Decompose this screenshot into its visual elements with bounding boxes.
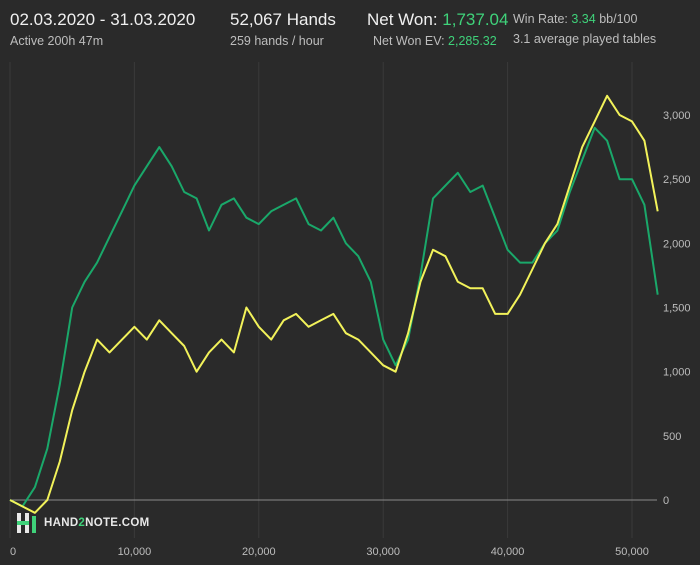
active-time: Active 200h 47m — [10, 34, 104, 48]
stats-header: 02.03.2020 - 31.03.2020 Active 200h 47m … — [0, 0, 700, 60]
net-won-label: Net Won: — [367, 10, 438, 29]
y-tick-label: 1,500 — [663, 303, 691, 315]
hand2note-logo-icon — [17, 513, 36, 533]
hand2note-logo: HAND2NOTE.COM — [16, 512, 150, 534]
net-won-value: 1,737.04 — [442, 10, 509, 29]
hands-per-hour: 259 hands / hour — [230, 34, 324, 48]
net-won-ev: Net Won EV: 2,285.32 — [373, 34, 497, 48]
date-range: 02.03.2020 - 31.03.2020 — [10, 10, 196, 29]
y-tick-label: 1,000 — [663, 367, 691, 379]
y-tick-label: 2,500 — [663, 174, 691, 186]
y-tick-label: 0 — [663, 495, 669, 507]
series-line-1 — [9, 94, 659, 514]
win-rate-label: Win Rate: — [513, 12, 568, 26]
hands-count: 52,067 Hands — [230, 10, 336, 29]
y-tick-label: 2,000 — [663, 238, 691, 250]
hand2note-logo-text: HAND2NOTE.COM — [44, 517, 150, 529]
net-won-ev-value: 2,285.32 — [448, 34, 497, 48]
x-tick-label: 40,000 — [491, 546, 525, 558]
x-tick-label: 10,000 — [118, 546, 152, 558]
net-won: Net Won: 1,737.04 — [367, 10, 508, 30]
x-tick-label: 20,000 — [242, 546, 276, 558]
x-axis-ticks: 0 10,000 20,000 30,000 40,000 50,000 — [10, 546, 649, 558]
net-won-ev-label: Net Won EV: — [373, 34, 445, 48]
win-rate-unit: bb/100 — [599, 12, 638, 26]
x-tick-label: 0 — [10, 546, 16, 558]
x-tick-label: 50,000 — [615, 546, 649, 558]
y-axis-ticks: 0 500 1,000 1,500 2,000 2,500 3,000 — [663, 110, 691, 507]
win-rate: Win Rate: 3.34 bb/100 — [513, 12, 637, 26]
grid-lines — [9, 62, 633, 538]
y-tick-label: 3,000 — [663, 110, 691, 122]
series-lines — [9, 94, 659, 514]
series-line-0 — [9, 126, 659, 508]
y-tick-label: 500 — [663, 431, 681, 443]
win-rate-value: 3.34 — [571, 12, 596, 26]
avg-tables: 3.1 average played tables — [513, 32, 657, 46]
x-tick-label: 30,000 — [366, 546, 400, 558]
